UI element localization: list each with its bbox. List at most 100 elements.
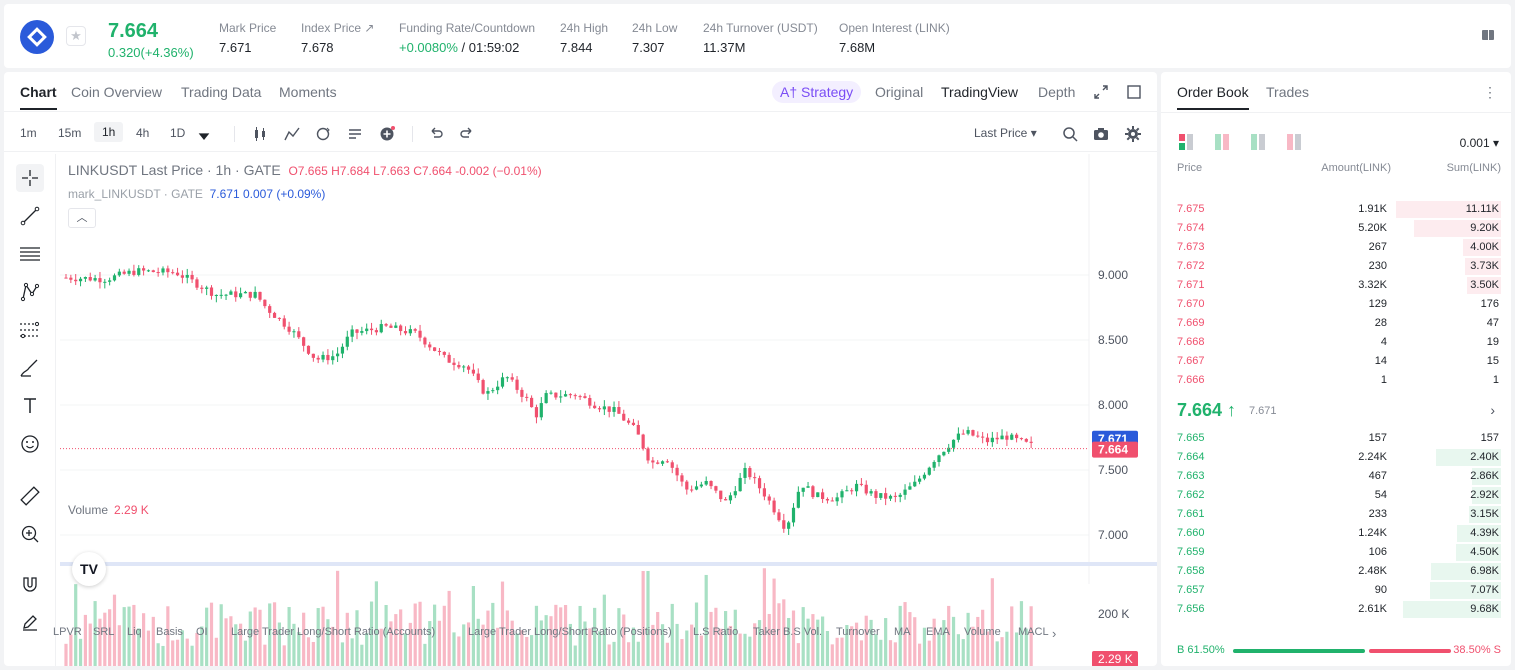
volume-bar <box>423 643 427 666</box>
indicator-basis[interactable]: Basis <box>156 626 183 638</box>
view-bids-icon[interactable] <box>1251 134 1265 150</box>
interval-1d[interactable]: 1D <box>170 126 186 140</box>
search-icon[interactable] <box>1062 126 1078 142</box>
fib-tool-icon[interactable] <box>16 316 44 344</box>
indicator-lpvr[interactable]: LPVR <box>53 626 82 638</box>
interval-1h[interactable]: 1h <box>94 122 124 142</box>
volume-bar <box>137 628 141 666</box>
ask-row[interactable]: 7.673 267 4.00K <box>1161 238 1511 257</box>
bid-row[interactable]: 7.662 54 2.92K <box>1161 486 1511 505</box>
pencil-lock-tool-icon[interactable] <box>16 608 44 636</box>
volume-bar <box>588 628 592 666</box>
brush-tool-icon[interactable] <box>16 354 44 382</box>
ask-row[interactable]: 7.671 3.32K 3.50K <box>1161 276 1511 295</box>
magnet-tool-icon[interactable] <box>16 570 44 598</box>
collapse-legend-button[interactable]: ︿ <box>68 208 96 228</box>
tab-chart[interactable]: Chart <box>20 84 57 110</box>
interval-4h[interactable]: 4h <box>136 126 150 140</box>
price-change: 0.320(+4.36%) <box>108 45 194 60</box>
chevron-right-icon[interactable]: › <box>1490 402 1495 418</box>
bid-row[interactable]: 7.665 157 157 <box>1161 429 1511 448</box>
add-alert-icon[interactable] <box>379 126 395 142</box>
interval-dropdown-icon[interactable] <box>196 128 212 144</box>
indicator-taker-bs-vol[interactable]: Taker B.S Vol. <box>753 626 823 638</box>
interval-1m[interactable]: 1m <box>20 126 37 140</box>
tab-trades[interactable]: Trades <box>1266 84 1310 100</box>
ask-row[interactable]: 7.667 14 15 <box>1161 352 1511 371</box>
compare-icon[interactable] <box>315 126 331 142</box>
favorite-star-icon[interactable]: ★ <box>66 26 86 46</box>
indicator-srl[interactable]: SRL <box>93 626 115 638</box>
candle-body <box>350 329 354 337</box>
indicator-ema[interactable]: EMA <box>926 626 950 638</box>
price-source-dropdown[interactable]: Last Price ▾ <box>974 126 1037 140</box>
indicator-turnover[interactable]: Turnover <box>836 626 880 638</box>
indicator-more-chevron-icon[interactable]: › <box>1052 626 1057 641</box>
indicator-macd[interactable]: MACL <box>1018 626 1049 638</box>
ruler-tool-icon[interactable] <box>16 482 44 510</box>
settings-gear-icon[interactable] <box>1125 126 1141 142</box>
window-icon[interactable] <box>1127 85 1141 99</box>
view-asks-icon[interactable] <box>1287 134 1301 150</box>
trend-line-tool-icon[interactable] <box>16 202 44 230</box>
tab-moments[interactable]: Moments <box>279 84 337 100</box>
ask-row[interactable]: 7.668 4 19 <box>1161 333 1511 352</box>
bid-row[interactable]: 7.658 2.48K 6.98K <box>1161 562 1511 581</box>
text-tool-icon[interactable] <box>16 392 44 420</box>
indicator-ls-ratio[interactable]: L.S Ratio <box>693 626 739 638</box>
indicator-oi[interactable]: OI <box>196 626 208 638</box>
bid-row[interactable]: 7.660 1.24K 4.39K <box>1161 524 1511 543</box>
ask-row[interactable]: 7.669 28 47 <box>1161 314 1511 333</box>
bid-row[interactable]: 7.661 233 3.15K <box>1161 505 1511 524</box>
camera-icon[interactable] <box>1093 126 1109 142</box>
ask-row[interactable]: 7.675 1.91K 11.11K <box>1161 200 1511 219</box>
expand-icon[interactable] <box>1094 85 1108 99</box>
bid-row[interactable]: 7.656 2.61K 9.68K <box>1161 600 1511 619</box>
horizontal-lines-tool-icon[interactable] <box>16 240 44 268</box>
view-depth[interactable]: Depth <box>1038 84 1076 100</box>
bid-row[interactable]: 7.659 106 4.50K <box>1161 543 1511 562</box>
ask-row[interactable]: 7.674 5.20K 9.20K <box>1161 219 1511 238</box>
view-original[interactable]: Original <box>875 84 924 100</box>
volume-bar <box>767 613 771 666</box>
ask-row[interactable]: 7.666 1 1 <box>1161 371 1511 390</box>
tradingview-logo[interactable]: TV <box>72 552 106 586</box>
undo-icon[interactable] <box>428 126 444 142</box>
emoji-tool-icon[interactable] <box>16 430 44 458</box>
volume-bar <box>597 631 602 666</box>
stat-index-price[interactable]: Index Price ↗ 7.678 <box>301 21 375 55</box>
precision-dropdown[interactable]: 0.001 ▾ <box>1459 136 1499 150</box>
view-tradingview[interactable]: TradingView <box>941 84 1019 100</box>
view-both-icon[interactable] <box>1179 134 1193 150</box>
templates-icon[interactable] <box>347 126 363 142</box>
indicator-large-trader-accounts[interactable]: Large Trader Long/Short Ratio (Accounts) <box>231 626 436 638</box>
indicator-ma[interactable]: MA <box>894 626 911 638</box>
tab-coin-overview[interactable]: Coin Overview <box>71 84 163 100</box>
more-vertical-icon[interactable]: ⋮ <box>1483 84 1497 100</box>
crosshair-tool-icon[interactable] <box>16 164 44 192</box>
row-sum: 2.92K <box>1470 489 1499 501</box>
indicator-volume[interactable]: Volume <box>964 626 1001 638</box>
indicators-icon[interactable] <box>284 126 300 142</box>
bid-row[interactable]: 7.663 467 2.86K <box>1161 467 1511 486</box>
strategy-button[interactable]: A† Strategy <box>772 81 862 103</box>
bid-row[interactable]: 7.657 90 7.07K <box>1161 581 1511 600</box>
redo-icon[interactable] <box>459 126 475 142</box>
pattern-tool-icon[interactable] <box>16 278 44 306</box>
interval-15m[interactable]: 15m <box>58 126 82 140</box>
view-split-icon[interactable] <box>1215 134 1229 150</box>
ask-row[interactable]: 7.670 129 176 <box>1161 295 1511 314</box>
book-icon[interactable] <box>1481 28 1495 42</box>
candle-body <box>282 318 286 327</box>
volume-bar <box>733 609 737 666</box>
candles-icon[interactable] <box>252 126 268 142</box>
candle-body <box>171 272 175 274</box>
ask-row[interactable]: 7.672 230 3.73K <box>1161 257 1511 276</box>
indicator-large-trader-positions[interactable]: Large Trader Long/Short Ratio (Positions… <box>468 626 672 638</box>
tab-order-book[interactable]: Order Book <box>1177 84 1249 110</box>
zoom-in-tool-icon[interactable] <box>16 520 44 548</box>
indicator-liq[interactable]: Liq <box>127 626 142 638</box>
tab-trading-data[interactable]: Trading Data <box>181 84 262 100</box>
bid-row[interactable]: 7.664 2.24K 2.40K <box>1161 448 1511 467</box>
